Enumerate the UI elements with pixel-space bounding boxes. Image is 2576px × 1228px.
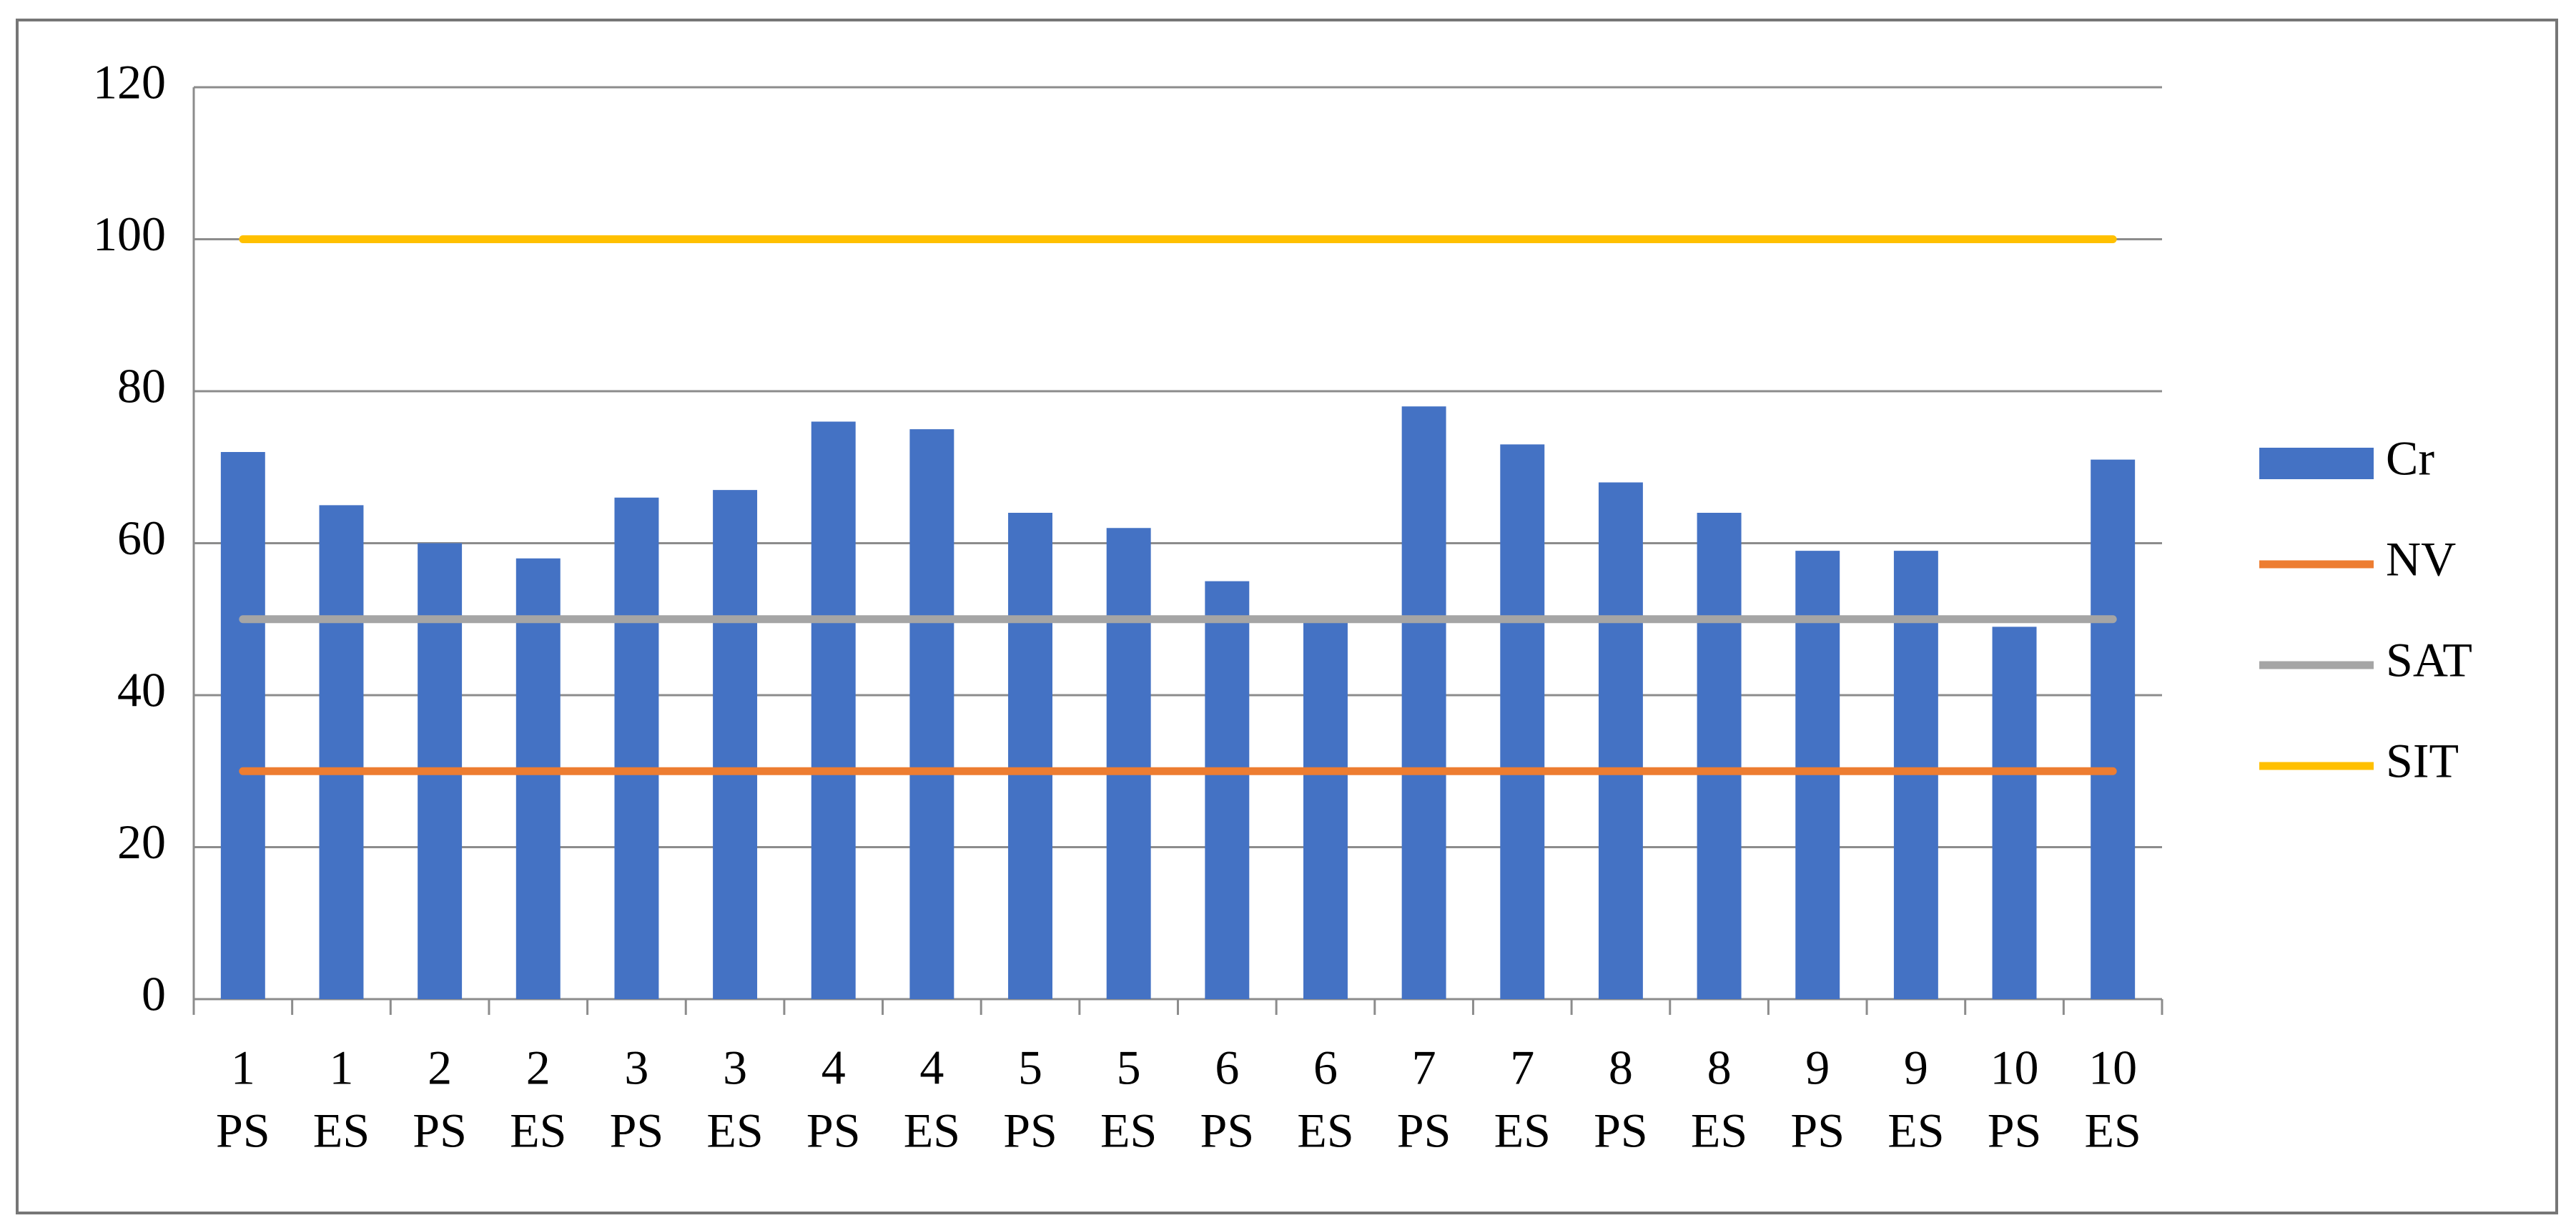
y-tick-label: 80 xyxy=(117,359,166,413)
x-tick-label: PS xyxy=(806,1104,861,1158)
x-tick-label: 2 xyxy=(526,1041,551,1095)
x-tick-label: 9 xyxy=(1805,1041,1830,1095)
legend-label: SIT xyxy=(2386,734,2459,788)
x-tick-label: 1 xyxy=(329,1041,353,1095)
x-tick-label: 4 xyxy=(919,1041,944,1095)
bar xyxy=(1205,581,1250,999)
x-tick-label: PS xyxy=(1594,1104,1648,1158)
x-tick-label: 3 xyxy=(723,1041,747,1095)
y-tick-label: 120 xyxy=(93,55,166,109)
y-tick-label: 60 xyxy=(117,511,166,565)
x-tick-label: 1 xyxy=(231,1041,255,1095)
y-tick-label: 100 xyxy=(93,207,166,261)
x-tick-label: PS xyxy=(610,1104,664,1158)
bar xyxy=(1500,444,1545,999)
x-tick-label: PS xyxy=(1397,1104,1451,1158)
bar xyxy=(909,429,954,999)
x-tick-label: ES xyxy=(1100,1104,1157,1158)
x-tick-label: PS xyxy=(413,1104,467,1158)
legend-label: SAT xyxy=(2386,633,2472,687)
x-tick-label: ES xyxy=(510,1104,566,1158)
x-tick-label: ES xyxy=(2084,1104,2141,1158)
x-tick-label: PS xyxy=(1988,1104,2042,1158)
bar xyxy=(1303,619,1348,999)
x-tick-label: ES xyxy=(1691,1104,1747,1158)
bar xyxy=(1598,482,1643,999)
y-tick-label: 20 xyxy=(117,815,166,869)
bar xyxy=(515,558,561,999)
x-tick-label: 6 xyxy=(1215,1041,1239,1095)
bar xyxy=(614,497,659,999)
bar xyxy=(1106,528,1151,999)
x-tick-label: 10 xyxy=(1990,1041,2039,1095)
x-tick-label: ES xyxy=(706,1104,763,1158)
bar xyxy=(1401,406,1446,999)
x-tick-label: PS xyxy=(216,1104,270,1158)
bar xyxy=(713,490,758,999)
legend-label: Cr xyxy=(2386,431,2434,486)
x-tick-label: 3 xyxy=(624,1041,648,1095)
x-tick-label: ES xyxy=(1297,1104,1353,1158)
bar xyxy=(1008,513,1052,999)
x-tick-label: PS xyxy=(1790,1104,1845,1158)
bar xyxy=(319,505,364,999)
x-tick-label: 8 xyxy=(1707,1041,1732,1095)
x-tick-label: 8 xyxy=(1609,1041,1633,1095)
x-tick-label: ES xyxy=(313,1104,370,1158)
x-tick-label: 4 xyxy=(821,1041,846,1095)
bar xyxy=(220,452,265,999)
y-tick-label: 40 xyxy=(117,663,166,717)
x-tick-label: 7 xyxy=(1412,1041,1436,1095)
x-tick-label: PS xyxy=(1003,1104,1057,1158)
legend-label: NV xyxy=(2386,532,2456,586)
x-tick-label: 9 xyxy=(1904,1041,1928,1095)
legend-swatch xyxy=(2259,448,2374,479)
y-tick-label: 0 xyxy=(142,967,166,1021)
x-tick-label: 7 xyxy=(1510,1041,1534,1095)
x-tick-label: 6 xyxy=(1313,1041,1338,1095)
x-tick-label: 10 xyxy=(2088,1041,2137,1095)
bar xyxy=(811,421,856,999)
x-tick-label: ES xyxy=(904,1104,960,1158)
x-tick-label: ES xyxy=(1494,1104,1551,1158)
x-tick-label: 5 xyxy=(1018,1041,1042,1095)
bar xyxy=(1697,513,1742,999)
bar xyxy=(1992,627,2037,999)
x-tick-label: PS xyxy=(1200,1104,1255,1158)
x-tick-label: 5 xyxy=(1117,1041,1141,1095)
x-tick-label: 2 xyxy=(428,1041,452,1095)
x-tick-label: ES xyxy=(1887,1104,1944,1158)
bar xyxy=(2091,459,2136,999)
